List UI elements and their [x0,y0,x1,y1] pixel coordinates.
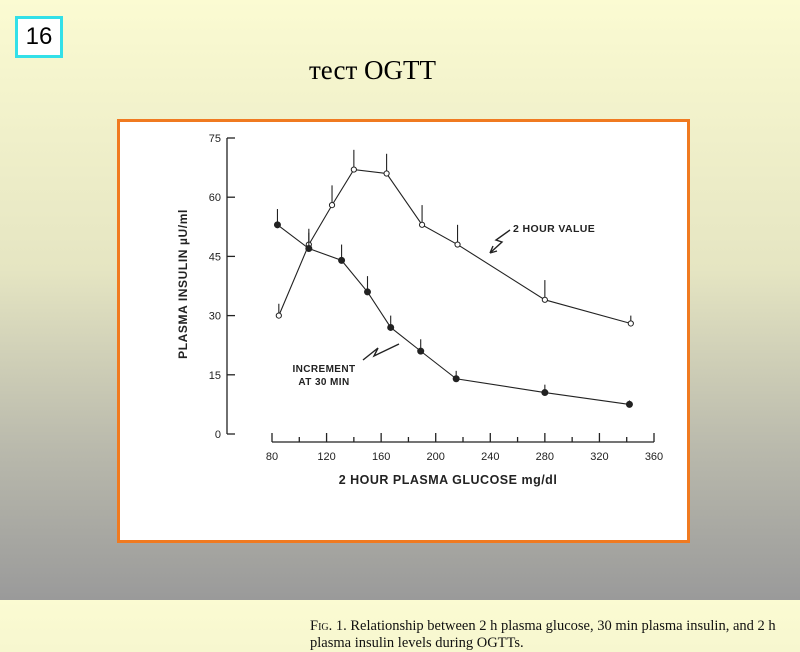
pointer-increment [362,343,400,361]
x-axis-label: 2 HOUR PLASMA GLUCOSE mg/dl [339,473,558,487]
data-point-1-2 [338,256,346,264]
legend-increment-line2: AT 30 MIN [298,377,349,388]
data-point-1-6 [452,375,460,383]
legend-increment-line1: INCREMENT [292,364,355,375]
data-point-1-5 [417,347,425,355]
x-tick-label-360: 360 [645,451,663,463]
data-point-1-4 [387,323,395,331]
data-point-1-0 [273,221,281,229]
x-tick-label-320: 320 [590,451,608,463]
y-tick-label-30: 30 [209,311,221,323]
data-point-0-4 [383,170,390,177]
slide-title: тест OGTT [309,55,436,85]
y-tick-label-75: 75 [209,133,221,145]
y-axis-label: PLASMA INSULIN µU/ml [176,209,190,359]
data-point-0-5 [418,221,426,228]
pointer-2-hour-arrowhead [489,245,498,254]
chart: 0 15 30 45 60 75 80 120 160 200 240 280 320 360 2 HOU… [176,133,663,487]
y-tick-label-15: 15 [209,370,221,382]
x-tick-label-160: 160 [372,451,390,463]
data-point-0-0 [275,312,282,319]
x-tick-label-200: 200 [427,451,445,463]
data-point-0-6 [454,241,461,248]
x-tick-label-80: 80 [266,451,278,463]
x-tick-label-280: 280 [536,451,554,463]
data-point-0-8 [627,320,634,327]
data-point-0-2 [328,201,336,209]
caption-text: Relationship between 2 h plasma glucose,… [310,618,776,651]
figure-frame: 0 15 30 45 60 75 80 120 160 200 240 280 320 360 2 HOU… [117,119,776,651]
data-point-0-3 [350,166,357,173]
y-tick-label-45: 45 [209,251,221,263]
data-point-1-3 [364,288,371,296]
data-point-1-8 [625,400,633,408]
data-point-1-7 [541,389,549,397]
y-tick-label-0: 0 [215,429,221,441]
figure-caption: Fig. 1. Relationship between 2 h plasma … [310,618,800,652]
chart-ticks: 0 15 30 45 60 75 80 120 160 200 240 280 320 360 [209,133,663,463]
data-point-1-1 [305,245,313,253]
chart-series [273,149,634,408]
x-tick-label-240: 240 [481,451,499,463]
legend-2-hour-value: 2 HOUR VALUE [513,223,595,235]
pointer-2-hour-value [489,229,511,254]
slide-number: 16 [15,16,63,58]
caption-lead: Fig. 1. [310,618,347,634]
x-tick-label-120: 120 [317,451,335,463]
data-point-0-7 [541,296,548,303]
chart-axes [226,138,654,443]
y-tick-label-60: 60 [209,192,221,204]
